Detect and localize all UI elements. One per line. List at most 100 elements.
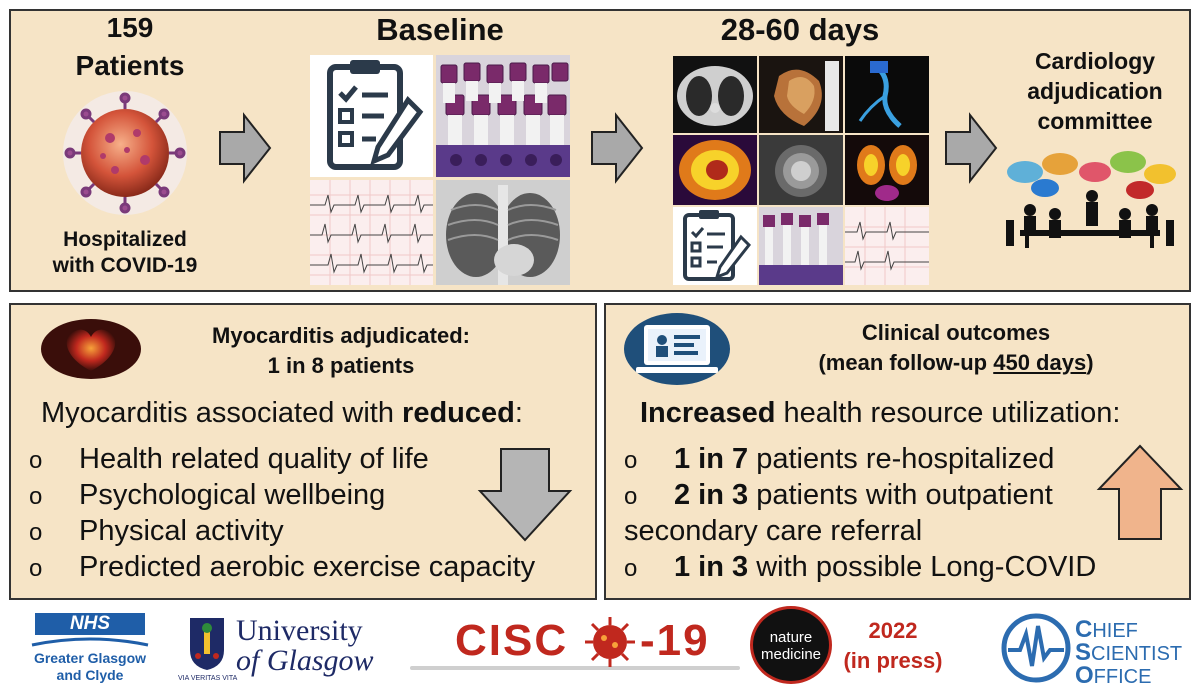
ecg-icon <box>845 207 929 285</box>
heart-3d-icon <box>759 56 843 133</box>
cisco-right: -19 <box>640 616 710 665</box>
cso-line3: OFFICE <box>1075 662 1151 690</box>
list-item-text: Health related quality of life <box>79 443 429 475</box>
nhs-line1: Greater Glasgow <box>33 650 147 666</box>
association-bold: reduced <box>402 397 515 429</box>
followup-days: 450 days <box>993 350 1087 375</box>
virus-icon <box>585 617 635 667</box>
cso-word: HIEF <box>1092 620 1138 642</box>
hospitalized-line2: with COVID-19 <box>52 254 198 277</box>
myocarditis-heading-line2: 1 in 8 patients <box>267 353 415 378</box>
outcomes-heading-line2: (mean follow-up 450 days) <box>736 350 1176 376</box>
association-suffix: : <box>514 397 523 429</box>
list-item-text: Predicted aerobic exercise capacity <box>79 551 536 583</box>
blood-tubes-icon <box>436 55 570 177</box>
right-arrow-icon <box>591 112 644 184</box>
cmr-icon <box>845 135 929 205</box>
list-item-text: patients re-hospitalized <box>748 443 1055 475</box>
list-item-text: Physical activity <box>79 515 284 547</box>
followup-title: 28-60 days <box>720 12 880 47</box>
committee-line2: adjudication <box>1027 78 1163 104</box>
list-item: o Psychological wellbeing <box>29 479 385 512</box>
heading-suffix: ) <box>1086 350 1094 375</box>
university-crest-icon <box>190 618 224 670</box>
baseline-title: Baseline <box>376 12 504 47</box>
right-arrow-icon <box>219 112 272 184</box>
university-line2: of Glasgow <box>236 644 374 677</box>
university-line1: University <box>236 614 363 647</box>
association-line: Myocarditis associated with reduced: <box>41 397 523 430</box>
bullet-marker: o <box>29 483 43 510</box>
outcomes-heading-line1: Clinical outcomes <box>861 320 1051 345</box>
outcomes-panel: Clinical outcomes (mean follow-up 450 da… <box>604 303 1191 600</box>
list-item: o 2 in 3 patients with outpatient <box>624 479 1053 512</box>
nhs-logo: NHS <box>35 613 145 635</box>
ct-scan-icon <box>673 56 757 133</box>
list-item: o Predicted aerobic exercise capacity <box>29 551 535 584</box>
right-arrow-icon <box>945 112 998 184</box>
nature-medicine-line2: medicine <box>760 646 822 663</box>
committee-line3: committee <box>1037 108 1153 134</box>
bullet-marker: o <box>624 483 638 510</box>
up-arrow-icon <box>1096 444 1184 540</box>
computer-record-icon <box>624 313 730 385</box>
blood-tubes-icon <box>759 207 843 285</box>
bullet-marker: o <box>29 519 43 546</box>
bullet-marker: o <box>29 555 43 582</box>
cisco-underline <box>410 666 740 670</box>
xray-icon <box>436 180 570 285</box>
nhs-mark: NHS <box>69 613 111 634</box>
angiogram-icon <box>845 56 929 133</box>
association-prefix: Myocarditis associated with <box>41 397 403 429</box>
bullet-marker: o <box>29 447 43 474</box>
cso-initial: O <box>1075 662 1094 689</box>
bullet-marker: o <box>624 447 638 474</box>
people-meeting-icon <box>1006 151 1176 248</box>
clipboard-icon <box>673 207 757 285</box>
utilization-line: Increased health resource utilization: <box>640 397 1120 430</box>
publication-status: (in press) <box>843 648 943 673</box>
publication-year: 2022 <box>868 618 918 643</box>
list-item: o 1 in 7 patients re-hospitalized <box>624 443 1054 476</box>
patients-count: 159 <box>106 12 154 43</box>
clipboard-icon <box>310 55 433 177</box>
cmr-icon <box>759 135 843 205</box>
cso-initial: C <box>1075 616 1093 643</box>
myocarditis-panel: Myocarditis adjudicated: 1 in 8 patients… <box>9 303 597 600</box>
utilization-rest: health resource utilization: <box>775 397 1121 429</box>
cmr-icon <box>673 135 757 205</box>
nhs-swoosh-icon <box>31 637 149 647</box>
list-item-bold: 1 in 7 <box>674 443 749 475</box>
nhs-line2: and Clyde <box>56 667 124 683</box>
list-item-text: patients with outpatient <box>748 479 1053 511</box>
list-item-bold: 1 in 3 <box>674 551 749 583</box>
cso-initial: S <box>1075 639 1092 666</box>
list-item-bold: 2 in 3 <box>674 479 749 511</box>
committee-line1: Cardiology <box>1034 48 1156 74</box>
list-item-text: Psychological wellbeing <box>79 479 386 511</box>
nature-medicine-logo: nature medicine <box>750 606 832 684</box>
virus-icon <box>63 91 187 215</box>
heartbeat-icon <box>1001 613 1071 683</box>
cso-word: CIENTIST <box>1091 643 1183 665</box>
ecg-icon <box>310 180 433 285</box>
patients-label: Patients <box>75 50 185 81</box>
list-item: o Physical activity <box>29 515 284 548</box>
nature-medicine-line1: nature <box>769 629 813 646</box>
list-item: o Health related quality of life <box>29 443 429 476</box>
list-item-text: with possible Long-COVID <box>748 551 1097 583</box>
hospitalized-line1: Hospitalized <box>63 228 187 251</box>
list-item-continuation: secondary care referral <box>624 515 923 547</box>
cso-line1: CHIEF <box>1075 616 1138 644</box>
cso-word: FFICE <box>1093 666 1152 688</box>
university-motto: VIA VERITAS VITA <box>178 675 238 682</box>
down-arrow-icon <box>477 448 573 542</box>
cisco-left: CISC <box>455 616 569 665</box>
list-item: o 1 in 3 with possible Long-COVID <box>624 551 1096 584</box>
bullet-marker: o <box>624 555 638 582</box>
heading-prefix: (mean follow-up <box>818 350 994 375</box>
heart-icon <box>41 319 141 379</box>
myocarditis-heading-line1: Myocarditis adjudicated: <box>212 323 470 348</box>
utilization-bold: Increased <box>640 397 776 429</box>
cso-line2: SCIENTIST <box>1075 639 1182 667</box>
